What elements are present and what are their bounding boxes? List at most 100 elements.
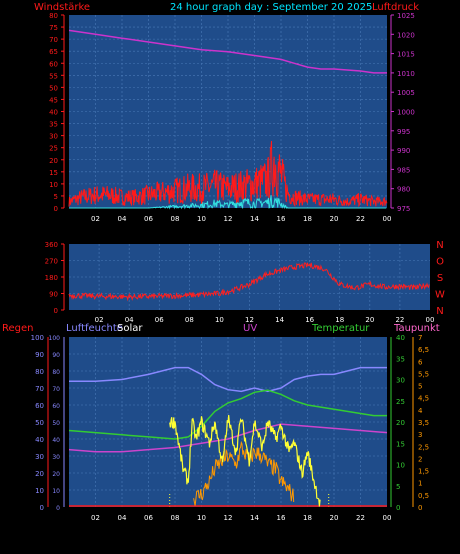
temperature-series-line <box>68 389 387 440</box>
temperature-tick-label: 35 <box>396 355 405 363</box>
dewpoint-tick-label: 5,5 <box>418 370 429 378</box>
regen-tick-label: 90 <box>35 351 44 359</box>
wind-tick-label: 0 <box>54 205 58 213</box>
x-tick-label: 02 <box>91 215 100 223</box>
dewpoint-tick-label: 0 <box>418 504 422 512</box>
x-tick-label-2: 14 <box>275 316 284 324</box>
temperature-tick-label: 25 <box>396 398 405 406</box>
uv-label: UV <box>243 323 257 334</box>
x-tick-label-2: 20 <box>365 316 374 324</box>
solar-secondary-line <box>193 440 295 506</box>
compass-label: S <box>437 273 443 284</box>
regen-tick-label: 50 <box>35 419 44 427</box>
pressure-series-line <box>68 29 387 74</box>
x-tick-label-3: 00 <box>383 514 392 522</box>
wind-tick-label: 80 <box>49 12 58 20</box>
wind-tick-label: 75 <box>49 24 58 32</box>
dewpoint-tick-label: 1 <box>418 480 422 488</box>
luftfeuchte-label: Luftfeuchte <box>66 323 123 334</box>
humidity-tick-label: 60 <box>52 403 60 410</box>
humidity-tick-label: 80 <box>52 369 60 376</box>
x-tick-label-2: 22 <box>395 316 404 324</box>
humidity-tick-label: 0 <box>56 505 60 512</box>
x-tick-label-3: 22 <box>356 514 365 522</box>
wind-tick-label: 15 <box>49 169 58 177</box>
x-tick-label: 06 <box>144 215 153 223</box>
pressure-tick-label: 975 <box>397 205 410 213</box>
wind-tick-label: 65 <box>49 48 58 56</box>
x-tick-label-3: 18 <box>303 514 312 522</box>
x-tick-label: 14 <box>250 215 259 223</box>
pressure-tick-label: 1015 <box>397 51 415 59</box>
temperature-tick-label: 40 <box>396 334 405 342</box>
wind-tick-label: 60 <box>49 60 58 68</box>
luftdruck-label: Luftdruck <box>372 2 419 13</box>
pressure-tick-label: 1000 <box>397 109 415 117</box>
dewpoint-tick-label: 5 <box>418 383 422 391</box>
taupunkt-label: Taupunkt <box>393 323 440 334</box>
x-tick-label-3: 12 <box>224 514 233 522</box>
uv-series-line <box>68 423 388 453</box>
regen-tick-label: 10 <box>35 487 44 495</box>
gust-series-line <box>69 195 387 210</box>
direction-tick-label: 360 <box>45 241 58 249</box>
pressure-tick-label: 1010 <box>397 70 415 78</box>
wind-tick-label: 5 <box>54 193 58 201</box>
solar-series-line <box>169 414 321 507</box>
x-tick-label-3: 02 <box>91 514 100 522</box>
x-tick-label-2: 16 <box>305 316 314 324</box>
x-tick-label-2: 18 <box>335 316 344 324</box>
chart-title: 24 hour graph day : September 20 2025 <box>170 2 372 13</box>
direction-tick-label: 270 <box>45 258 58 266</box>
dewpoint-tick-label: 6,5 <box>418 346 429 354</box>
x-tick-label-3: 16 <box>277 514 286 522</box>
dewpoint-tick-label: 2 <box>418 455 422 463</box>
wind-tick-label: 45 <box>49 96 58 104</box>
temperature-tick-label: 15 <box>396 440 405 448</box>
temperature-tick-label: 30 <box>396 377 405 385</box>
regen-tick-label: 100 <box>31 334 44 342</box>
humidity-tick-label: 90 <box>52 352 60 359</box>
regen-tick-label: 0 <box>40 504 44 512</box>
compass-label: W <box>435 290 445 301</box>
regen-tick-label: 40 <box>35 436 44 444</box>
regen-tick-label: 20 <box>35 470 44 478</box>
wind-tick-label: 30 <box>49 133 58 141</box>
temperature-tick-label: 5 <box>396 483 400 491</box>
x-tick-label: 00 <box>383 215 392 223</box>
humidity-tick-label: 50 <box>52 420 60 427</box>
pressure-tick-label: 990 <box>397 147 410 155</box>
pressure-tick-label: 985 <box>397 166 410 174</box>
humidity-tick-label: 100 <box>49 335 61 342</box>
x-tick-label-2: 12 <box>245 316 254 324</box>
dewpoint-tick-label: 0,5 <box>418 492 429 500</box>
dewpoint-tick-label: 7 <box>418 334 422 342</box>
regen-tick-label: 80 <box>35 368 44 376</box>
x-tick-label-2: 04 <box>125 316 134 324</box>
x-tick-label: 16 <box>277 215 286 223</box>
dewpoint-tick-label: 1,5 <box>418 468 429 476</box>
x-tick-label: 22 <box>356 215 365 223</box>
wind-tick-label: 20 <box>49 157 58 165</box>
x-tick-label: 12 <box>224 215 233 223</box>
x-tick-label: 04 <box>118 215 127 223</box>
wind-tick-label: 25 <box>49 145 58 153</box>
x-tick-label-2: 02 <box>95 316 104 324</box>
pressure-tick-label: 995 <box>397 128 410 136</box>
x-tick-label-2: 00 <box>426 316 435 324</box>
regen-tick-label: 70 <box>35 385 44 393</box>
regen-tick-label: 30 <box>35 453 44 461</box>
humidity-tick-label: 40 <box>52 437 60 444</box>
direction-tick-label: 0 <box>54 307 58 315</box>
temperatur-label: Temperatur <box>311 323 370 334</box>
wind-tick-label: 50 <box>49 84 58 92</box>
wind-tick-label: 35 <box>49 121 58 129</box>
direction-tick-label: 90 <box>49 291 58 299</box>
pressure-tick-label: 1005 <box>397 89 415 97</box>
dewpoint-tick-label: 6 <box>418 358 423 366</box>
compass-label: N <box>436 306 443 317</box>
direction-series-line <box>68 262 430 302</box>
compass-label: O <box>436 257 444 268</box>
pressure-tick-label: 1020 <box>397 31 415 39</box>
wind-tick-label: 40 <box>49 109 58 117</box>
